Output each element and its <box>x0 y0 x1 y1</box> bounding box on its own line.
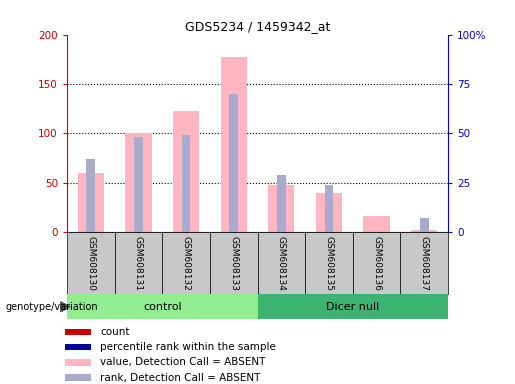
Text: GSM608135: GSM608135 <box>324 235 333 291</box>
Text: percentile rank within the sample: percentile rank within the sample <box>100 342 276 352</box>
Bar <box>182 136 191 232</box>
Bar <box>401 232 448 294</box>
Bar <box>65 374 91 381</box>
Bar <box>67 232 115 294</box>
Bar <box>364 215 390 232</box>
Bar <box>258 294 448 319</box>
Text: Dicer null: Dicer null <box>326 301 380 312</box>
Text: GSM608132: GSM608132 <box>182 236 191 290</box>
Bar <box>162 232 210 294</box>
Bar <box>87 159 95 232</box>
Bar <box>420 218 428 232</box>
Text: GSM608131: GSM608131 <box>134 235 143 291</box>
Bar <box>229 94 238 232</box>
Bar <box>324 185 333 232</box>
Bar <box>277 175 286 232</box>
Text: GSM608130: GSM608130 <box>87 235 95 291</box>
Text: genotype/variation: genotype/variation <box>5 302 98 312</box>
Bar <box>411 230 437 232</box>
Bar <box>65 329 91 335</box>
Bar <box>78 173 104 232</box>
Text: control: control <box>143 301 182 312</box>
Text: value, Detection Call = ABSENT: value, Detection Call = ABSENT <box>100 358 266 367</box>
Bar <box>173 111 199 232</box>
Bar <box>316 193 342 232</box>
Bar <box>220 57 247 232</box>
Title: GDS5234 / 1459342_at: GDS5234 / 1459342_at <box>185 20 330 33</box>
Text: GSM608137: GSM608137 <box>420 235 428 291</box>
Text: GSM608133: GSM608133 <box>229 235 238 291</box>
Bar <box>65 359 91 366</box>
Bar <box>210 232 258 294</box>
Bar <box>268 185 295 232</box>
Bar <box>114 232 162 294</box>
Text: rank, Detection Call = ABSENT: rank, Detection Call = ABSENT <box>100 372 261 383</box>
Bar <box>353 232 401 294</box>
Text: GSM608134: GSM608134 <box>277 236 286 290</box>
Bar <box>67 294 258 319</box>
Text: count: count <box>100 327 130 337</box>
Bar <box>65 344 91 351</box>
Bar <box>125 134 151 232</box>
Bar <box>305 232 353 294</box>
Bar <box>134 137 143 232</box>
Text: GSM608136: GSM608136 <box>372 235 381 291</box>
Bar <box>258 232 305 294</box>
